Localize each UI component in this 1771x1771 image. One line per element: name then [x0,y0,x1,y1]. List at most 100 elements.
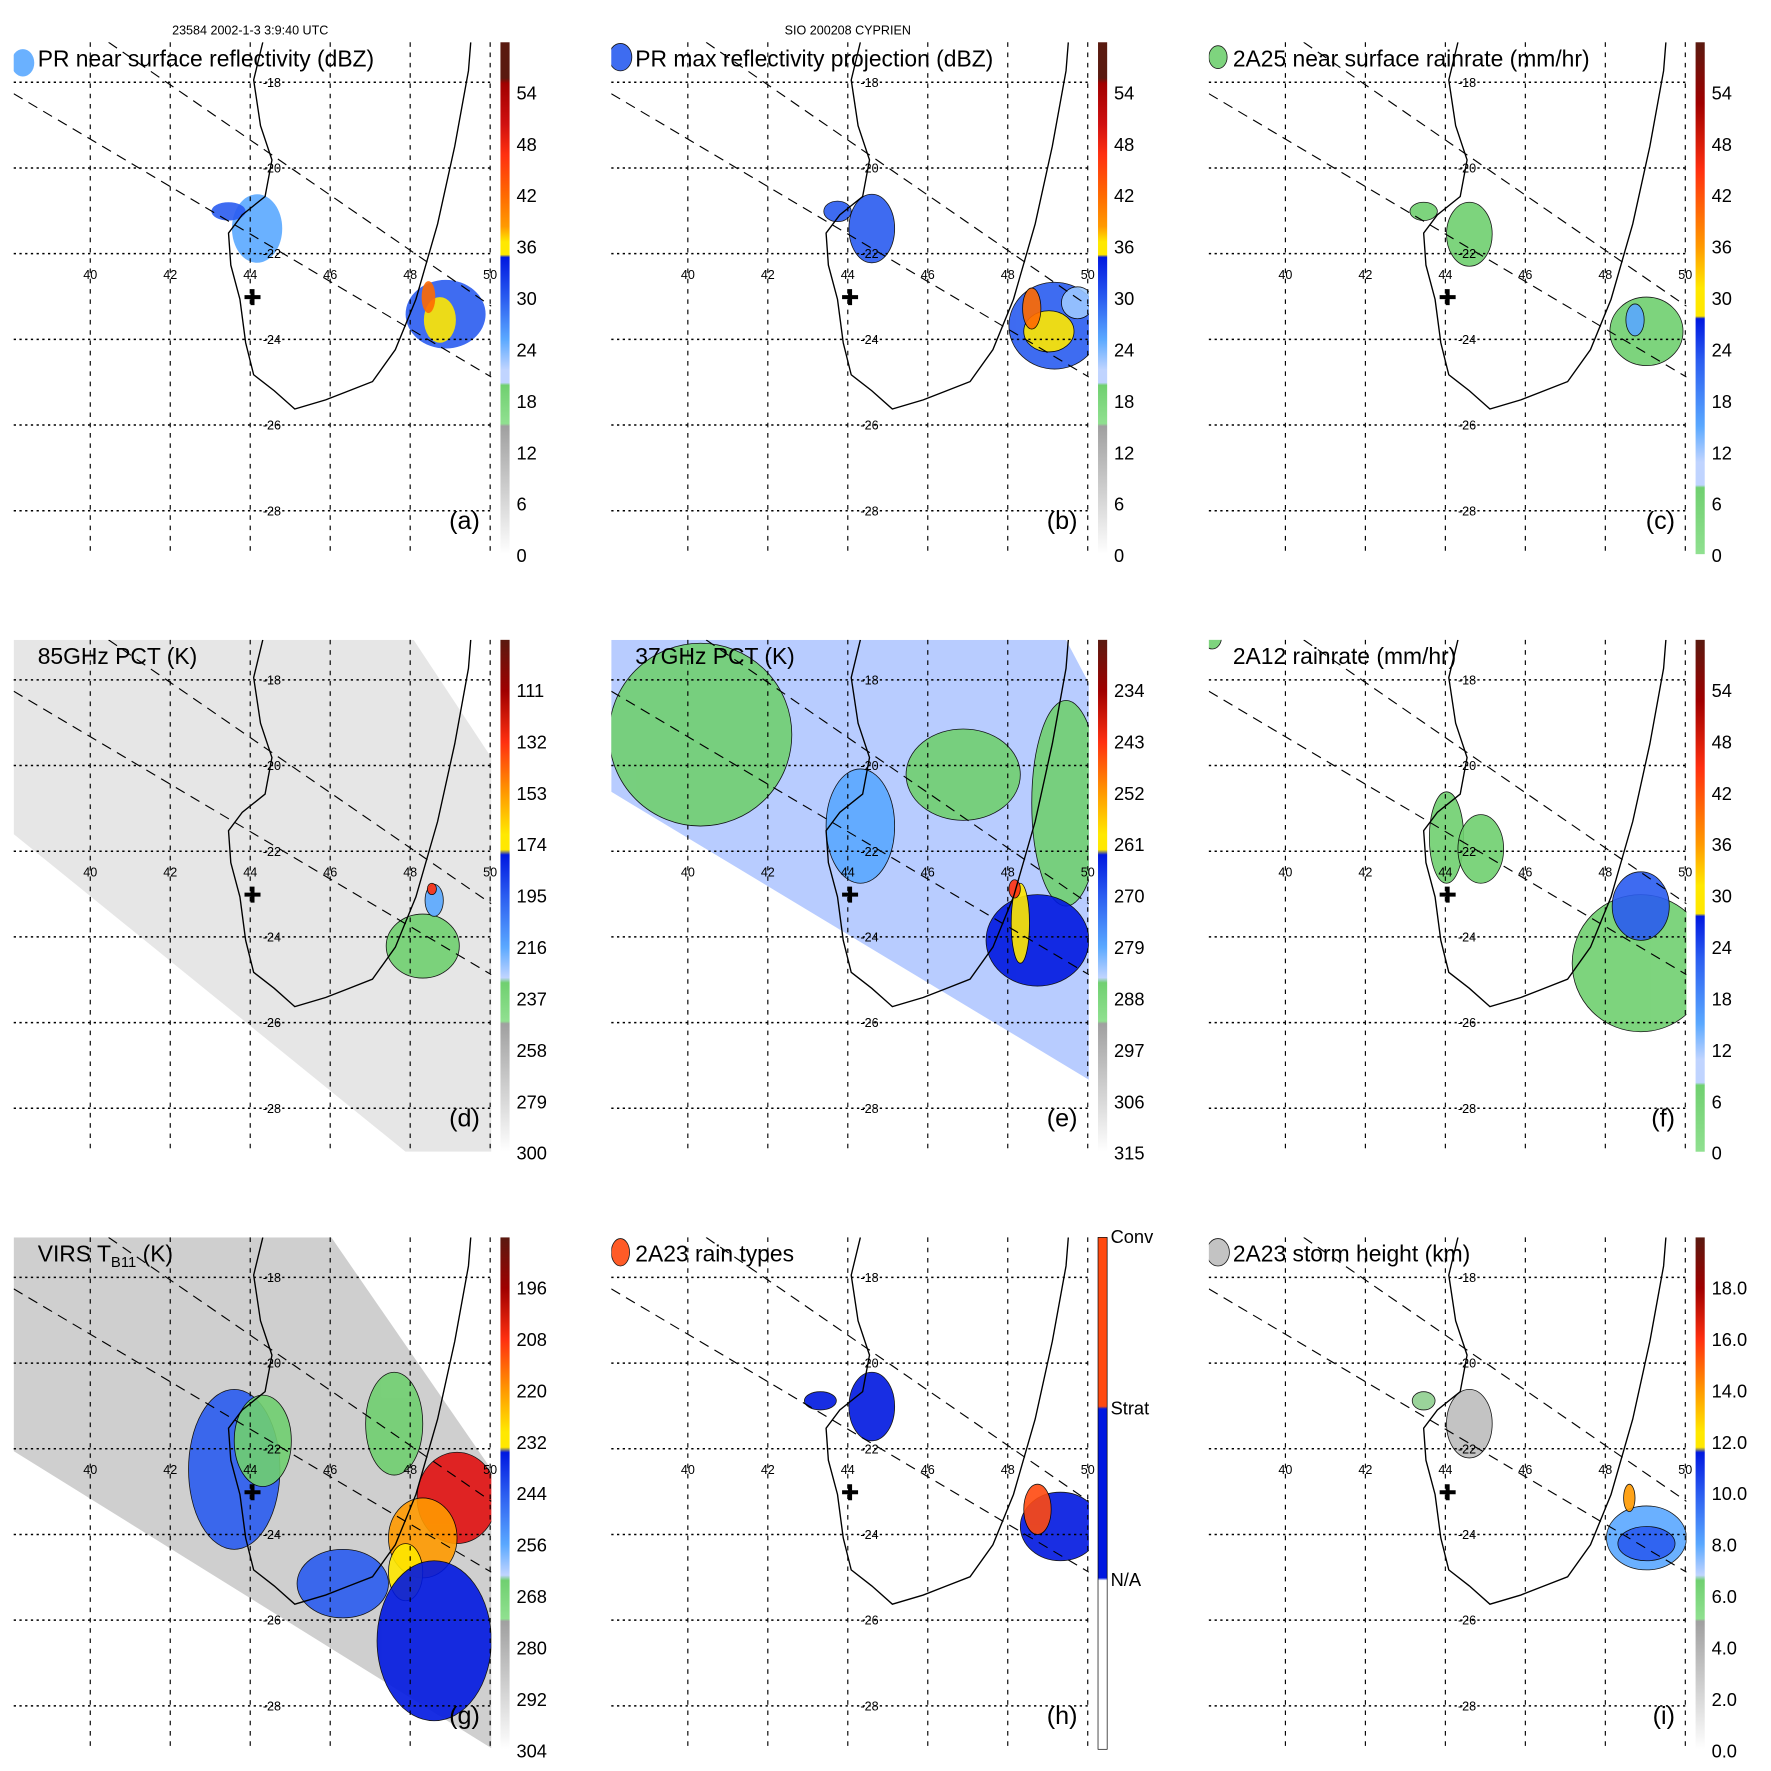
pr-swath-edge [611,93,1089,378]
pr-swath-edge [1208,93,1687,378]
longitude-tick-label: 48 [1598,268,1612,282]
panel-f: 40 42 44 46 48 50 -18 -20 -22 -24 -26 -28 2A12 rainr… [1208,639,1732,1164]
colorbar-tick-label: 48 [1712,731,1732,752]
precipitation-area [365,1371,424,1476]
pr-swath-edge [705,42,1089,307]
panel-letter: (b) [1047,507,1078,535]
precipitation-area [1061,286,1089,320]
latitude-tick-label: -28 [263,504,281,518]
latitude-tick-label: -24 [1458,333,1476,347]
pr-swath-edge [1303,639,1687,905]
latitude-tick-label: -26 [1458,1614,1476,1628]
latitude-tick-label: -28 [263,1699,281,1713]
latitude-tick-label: -22 [860,1442,878,1456]
panel-title-subscript: B11 [111,1255,136,1271]
latitude-tick-label: -24 [263,1528,281,1542]
panel-title-text: VIRS T [38,1240,111,1266]
colorbar-tick-label: 54 [516,82,536,103]
longitude-tick-label: 46 [1518,865,1532,879]
latitude-tick-label: -22 [860,247,878,261]
latitude-tick-label: -18 [860,673,878,687]
precipitation-area [611,43,633,72]
pr-swath-edge [13,690,492,976]
colorbar-tick-label: 216 [516,937,546,958]
longitude-tick-label: 44 [1438,268,1452,282]
panel-title-text: 2A23 storm height (km) [1233,1240,1470,1266]
panel-e: 40 42 44 46 48 50 -18 -20 -22 -24 -26 -28 37GHz PCT … [611,639,1145,1164]
map-area [611,639,1089,1080]
precipitation-area [825,768,896,884]
panel-letter: (e) [1047,1105,1078,1133]
panel-title: 2A23 storm height (km) [1233,1240,1470,1266]
colorbar-tick-label: 0.0 [1712,1740,1737,1761]
colorbar [1098,42,1108,555]
colorbar-tick-label: 18 [1712,988,1732,1009]
storm-center-icon [842,289,859,306]
panel-title: PR near surface reflectivity (dBZ) [38,45,374,71]
colorbar [1098,639,1108,1152]
colorbar-tick-label: 196 [516,1278,546,1299]
colorbar-tick-label: 258 [516,1040,546,1061]
precipitation-area [1411,1391,1436,1411]
longitude-tick-label: 48 [403,1463,417,1477]
map-area [611,42,1089,410]
panel-title-text: 2A23 rain types [635,1240,794,1266]
latitude-tick-label: -24 [263,333,281,347]
colorbar-tick-label: 306 [1114,1091,1144,1112]
latitude-tick-label: -24 [1458,1528,1476,1542]
panel-title-text: 85GHz PCT (K) [38,643,198,669]
colorbar-tick-label: 54 [1712,82,1732,103]
longitude-tick-label: 40 [1278,268,1292,282]
panel-g: 40 42 44 46 48 50 -18 -20 -22 -24 -26 -28 VIRS TB11 … [13,1237,547,1761]
precipitation-area [426,882,437,896]
precipitation-area [211,202,246,221]
latitude-tick-label: -20 [1458,1357,1476,1371]
madagascar-coastline [1422,639,1667,1008]
precipitation-area [611,642,793,827]
precipitation-area [1022,287,1042,330]
latitude-tick-label: -28 [1458,1102,1476,1116]
pr-swath-edge [108,639,492,905]
longitude-tick-label: 40 [681,268,695,282]
latitude-tick-label: -28 [860,1102,878,1116]
precipitation-area [1208,639,1222,650]
panel-title: 2A25 near surface rainrate (mm/hr) [1233,45,1590,71]
panel-letter: (g) [449,1702,480,1730]
precipitation-area [376,1560,492,1722]
panel-letter: (h) [1047,1702,1078,1730]
precipitation-area [1409,201,1438,221]
colorbar-tick-label: 48 [516,134,536,155]
pr-swath-edge [1303,42,1687,307]
latitude-tick-label: -20 [1458,162,1476,176]
colorbar-tick-label: 220 [516,1380,546,1401]
colorbar-tick-label: 30 [1712,886,1732,907]
latitude-tick-label: -18 [263,673,281,687]
colorbar-tick-label: 0 [1712,1143,1722,1164]
longitude-tick-label: 40 [1278,865,1292,879]
colorbar-tick-label: 208 [516,1329,546,1350]
latitude-tick-label: -24 [1458,930,1476,944]
latitude-tick-label: -22 [263,845,281,859]
map-area [1208,639,1687,1033]
colorbar-tick-label: 42 [516,185,536,206]
panel-title: VIRS TB11 (K) [38,1240,173,1271]
madagascar-coastline [825,639,1069,1008]
latitude-tick-label: -26 [263,419,281,433]
colorbar [1695,639,1705,1152]
colorbar-tick-label: 300 [516,1143,546,1164]
colorbar-tick-label: 54 [1114,82,1134,103]
panel-title: 85GHz PCT (K) [38,643,198,669]
longitude-tick-label: 50 [1081,865,1095,879]
longitude-tick-label: 42 [163,268,177,282]
map-area [1208,42,1687,410]
colorbar-tick-label: 36 [1712,834,1732,855]
pr-swath-edge [1208,690,1687,976]
precipitation-area [421,281,436,314]
colorbar-tick-label: 10.0 [1712,1483,1748,1504]
longitude-tick-label: 50 [1678,1463,1692,1477]
precipitation-area [296,1548,389,1619]
precipitation-area [1611,871,1670,941]
latitude-tick-label: -24 [860,930,878,944]
colorbar-tick-label: 12.0 [1712,1432,1748,1453]
storm-center-icon [1439,886,1456,903]
